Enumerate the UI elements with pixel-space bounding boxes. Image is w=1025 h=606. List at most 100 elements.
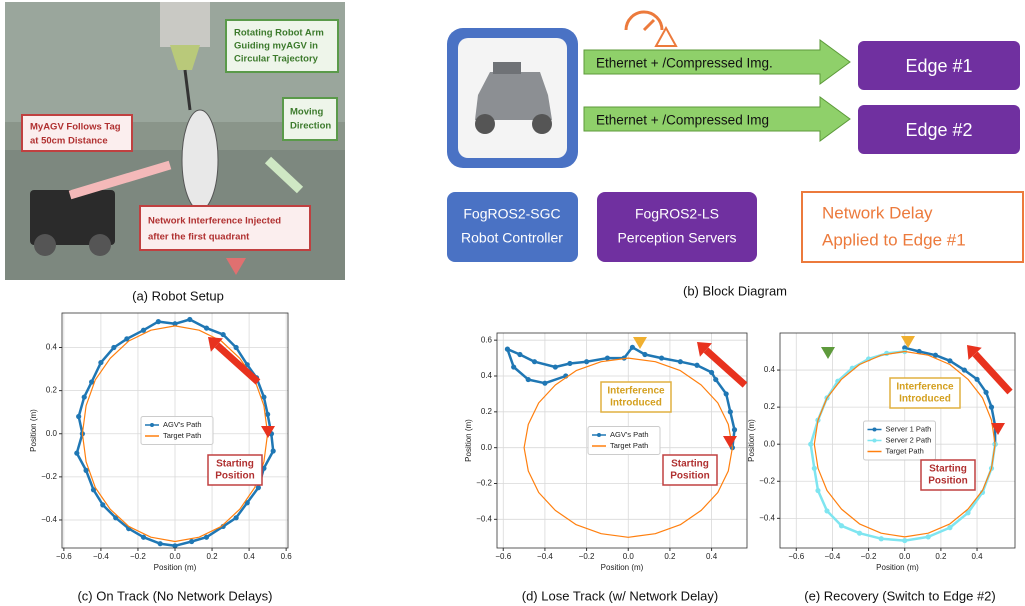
warning-icon [656,28,676,46]
series-marker [584,359,589,364]
y-tick-label: −0.4 [476,514,492,523]
caption: (d) Lose Track (w/ Network Delay) [522,588,719,603]
block-diagram: Ethernet + /Compressed Img. Ethernet + /… [447,12,1023,262]
series-marker [542,381,547,386]
x-tick-label: −0.6 [56,552,72,561]
series-marker [642,352,647,357]
series-marker [256,485,261,490]
x-tick-label: 0.0 [899,552,911,561]
photo-label: after the first quadrant [148,232,250,243]
legend-label: Target Path [163,431,201,440]
series-marker [709,370,714,375]
x-tick-label: −0.4 [537,552,553,561]
caption: (e) Recovery (Switch to Edge #2) [804,588,995,603]
x-axis-label: Position (m) [876,563,919,572]
annotation-text: Introduced [610,398,662,409]
series-marker [74,451,79,456]
series-marker [234,345,239,350]
x-axis-label: Position (m) [601,563,644,572]
annotation-text: Position [215,471,254,482]
series-marker [221,332,226,337]
photo-label: Moving [290,107,323,118]
component-label: Perception Servers [617,230,736,246]
annotation-text: Starting [671,459,709,470]
series-marker [728,409,733,414]
series-marker [111,345,116,350]
component-label: FogROS2-LS [635,206,719,222]
robot-shape [493,62,521,74]
legend-label: Target Path [610,441,648,450]
x-tick-label: −0.6 [788,552,804,561]
series-marker [187,317,192,322]
photo-label: Guiding myAGV in [234,41,318,52]
series-marker [98,360,103,365]
series-marker [983,390,988,395]
series-marker [605,355,610,360]
x-axis-label: Position (m) [154,563,197,572]
y-tick-label: 0.4 [481,371,493,380]
series-marker [517,352,522,357]
photo-label: Network Interference Injected [148,216,281,227]
agv-wheel [34,234,56,256]
robot-photo: Rotating Robot Arm Guiding myAGV in Circ… [5,2,345,280]
series-marker [526,377,531,382]
x-tick-label: 0.4 [971,552,983,561]
component-label: FogROS2-SGC [463,206,560,222]
component-box [597,192,757,262]
series-marker [100,502,105,507]
series-marker [505,347,510,352]
x-tick-label: 0.4 [244,552,256,561]
photo-label: at 50cm Distance [30,136,108,147]
y-tick-label: 0.4 [764,365,776,374]
x-tick-label: −0.2 [579,552,595,561]
photo-label-box [283,98,337,140]
series-marker [947,525,952,530]
caption: (c) On Track (No Network Delays) [77,588,272,603]
x-tick-label: −0.2 [861,552,877,561]
caption: (a) Robot Setup [132,288,224,303]
robot-wheel [475,114,495,134]
gauge-icon [644,20,654,30]
series-marker [553,364,558,369]
series-marker [204,535,209,540]
photo-label: Direction [290,121,331,132]
legend-swatch-marker [873,428,877,432]
y-tick-label: −0.2 [41,472,57,481]
series-marker [158,541,163,546]
x-tick-label: 0.6 [281,552,293,561]
y-tick-label: −0.4 [759,513,775,522]
link-label: Ethernet + /Compressed Img [596,113,769,128]
y-tick-label: −0.2 [759,476,775,485]
component-label: Applied to Edge #1 [822,230,966,249]
series-marker [724,391,729,396]
component-box [447,192,578,262]
y-tick-label: 0.2 [764,402,776,411]
series-marker [567,361,572,366]
series-marker [926,534,931,539]
robot-arm [160,2,210,47]
gauge-icon [626,12,662,30]
annotation-text: Starting [216,459,254,470]
series-marker [713,377,718,382]
series-marker [812,466,817,471]
series-marker [808,442,813,447]
series-marker [902,538,907,543]
annotation-text: Starting [929,464,967,475]
series-marker [234,515,239,520]
tag-disc [182,110,218,210]
series-marker [204,325,209,330]
series-marker [511,364,516,369]
series-marker [271,448,276,453]
legend-swatch-marker [597,433,601,437]
y-tick-label: 0.0 [764,439,776,448]
series-marker [974,377,979,382]
y-axis-label: Position (m) [747,419,756,462]
series-marker [76,414,81,419]
y-tick-label: −0.2 [476,479,492,488]
component-label: Robot Controller [461,230,563,246]
x-tick-label: −0.4 [825,552,841,561]
x-tick-label: 0.2 [664,552,676,561]
annotation-text: Position [670,471,709,482]
y-tick-label: 0.2 [481,407,493,416]
